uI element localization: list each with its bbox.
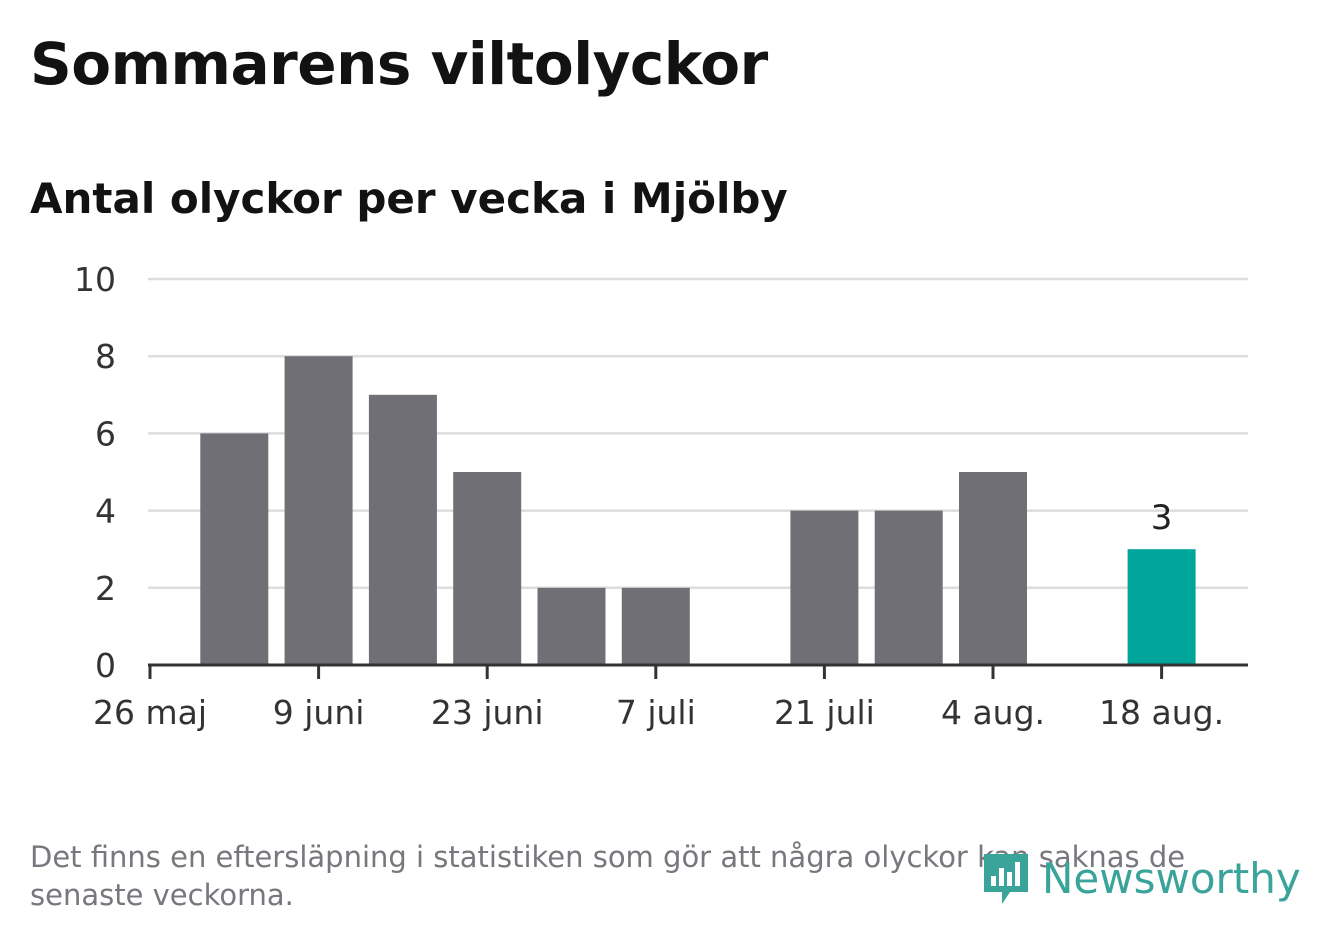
chart-title: Sommarens viltolyckor (30, 30, 768, 98)
bar-2019-06-09 (284, 356, 353, 665)
bars (200, 356, 1196, 665)
y-tick-label: 10 (74, 260, 116, 299)
x-axis-ticks: 26 maj 9 juni 23 juni 7 juli 21 juli 4 aug. 18… (93, 665, 1224, 732)
data-labels: 3 (1151, 498, 1173, 538)
y-axis-ticks: 0 2 4 6 8 10 (74, 260, 116, 685)
bar-2019-08-18 (1127, 549, 1196, 665)
x-tick-label: 26 maj (93, 693, 207, 732)
newsworthy-logo-text: Newsworthy (1042, 853, 1301, 903)
bar-2019-07-07 (621, 587, 690, 665)
x-tick-label: 18 aug. (1099, 693, 1224, 732)
bar-chart: 3 0 2 4 6 8 10 26 maj 9 juni 23 juni 7 juli 21 ju… (74, 260, 1248, 732)
bar-2019-06-23 (453, 472, 522, 665)
bar-2019-06-02 (200, 433, 269, 665)
x-tick-label: 7 juli (616, 693, 696, 732)
newsworthy-logo: Newsworthy (980, 848, 1301, 908)
x-tick-label: 4 aug. (941, 693, 1045, 732)
y-tick-label: 6 (95, 414, 116, 453)
bar-2019-07-28 (874, 510, 943, 665)
bar-2019-06-16 (368, 394, 437, 665)
data-label: 3 (1151, 498, 1173, 538)
x-tick-label: 21 juli (774, 693, 875, 732)
y-tick-label: 0 (95, 646, 116, 685)
bar-2019-08-04 (959, 472, 1027, 665)
newsworthy-logo-icon (984, 854, 1028, 904)
x-tick-label: 9 juni (273, 693, 365, 732)
y-tick-label: 2 (95, 569, 116, 608)
chart-subtitle: Antal olyckor per vecka i Mjölby (30, 174, 788, 223)
x-tick-label: 23 juni (431, 693, 544, 732)
y-tick-label: 8 (95, 337, 116, 376)
y-tick-label: 4 (95, 492, 116, 531)
bar-2019-06-30 (537, 587, 606, 665)
bar-2019-07-21 (790, 510, 859, 665)
